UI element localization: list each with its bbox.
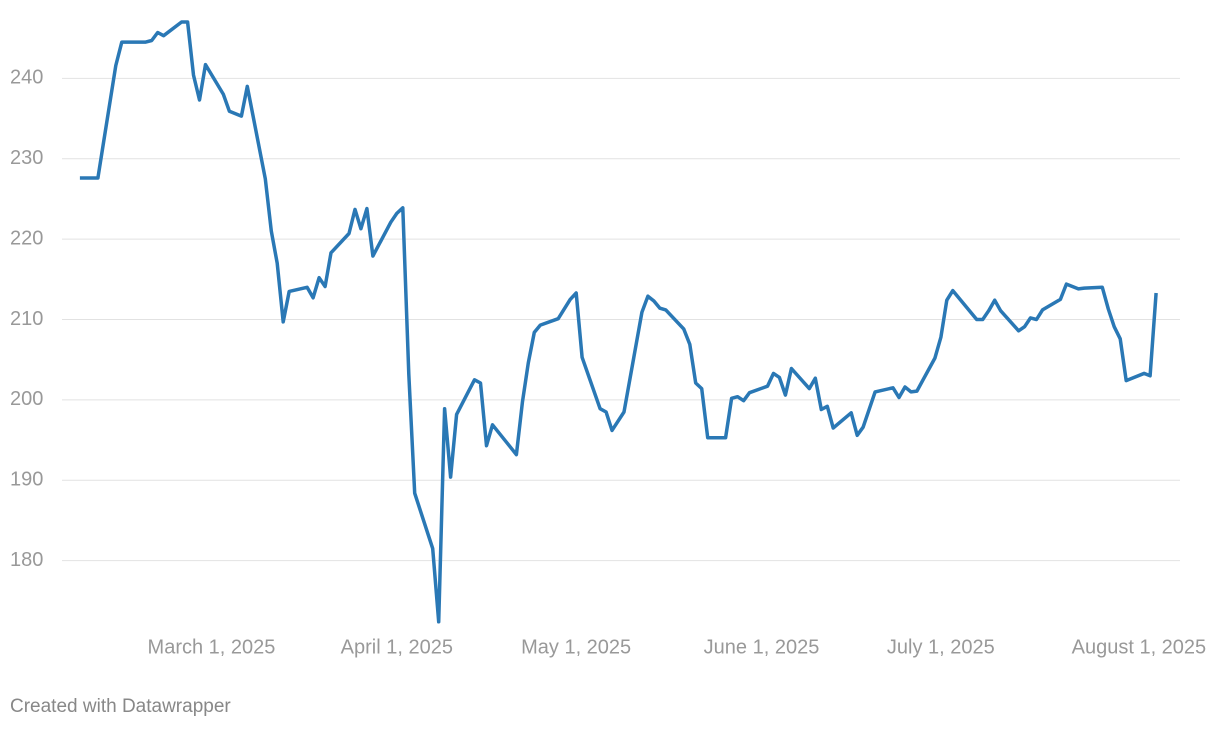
x-tick-label: April 1, 2025 <box>341 636 453 658</box>
x-tick-label: July 1, 2025 <box>887 636 995 658</box>
line-series <box>79 20 1158 624</box>
y-tick-label: 240 <box>10 67 43 89</box>
y-tick-label: 200 <box>10 388 43 410</box>
x-tick-label: May 1, 2025 <box>521 636 631 658</box>
x-tick-label: March 1, 2025 <box>148 636 276 658</box>
y-tick-label: 230 <box>10 147 43 169</box>
y-tick-label: 220 <box>10 227 43 249</box>
x-tick-label: June 1, 2025 <box>704 636 820 658</box>
y-tick-label: 190 <box>10 469 43 491</box>
footer: Created with Datawrapper <box>10 696 231 717</box>
y-tick-label: 210 <box>10 308 43 330</box>
x-tick-label: August 1, 2025 <box>1072 636 1207 658</box>
y-tick-label: 180 <box>10 549 43 571</box>
